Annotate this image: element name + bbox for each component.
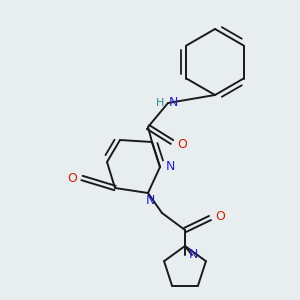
Text: H: H bbox=[156, 98, 164, 108]
Text: O: O bbox=[177, 137, 187, 151]
Text: N: N bbox=[168, 97, 178, 110]
Text: N: N bbox=[165, 160, 175, 173]
Text: O: O bbox=[215, 209, 225, 223]
Text: N: N bbox=[188, 248, 198, 262]
Text: N: N bbox=[145, 194, 155, 208]
Text: O: O bbox=[67, 172, 77, 184]
